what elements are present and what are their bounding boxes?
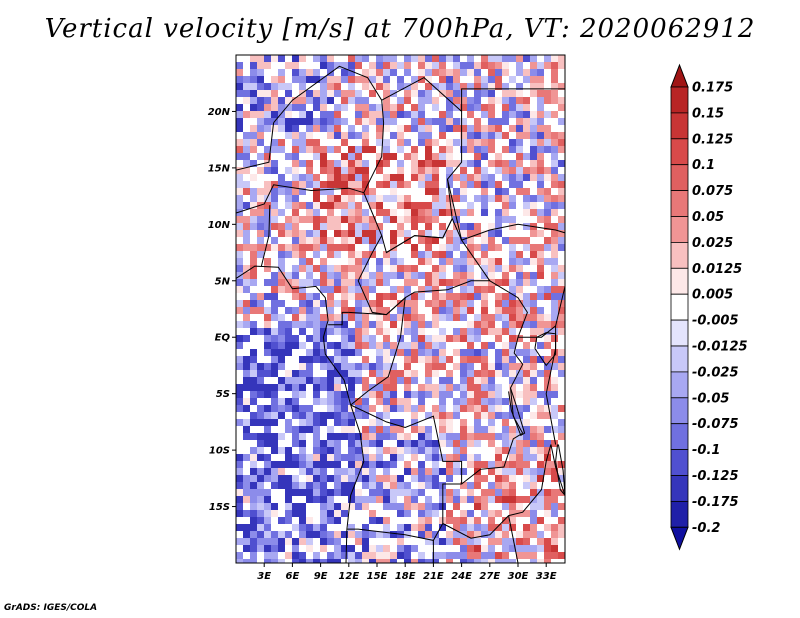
colorbar-label: -0.2 (692, 521, 720, 536)
colorbar-label: 0.0125 (692, 262, 742, 277)
grads-credit: GrADS: IGES/COLA (4, 603, 98, 613)
latitude-axis: 20N 15N 10N 5N EQ 5S 10S 15S (208, 107, 236, 513)
lon-tick-label: 9E (314, 571, 328, 582)
colorbar-top-arrow (670, 63, 689, 88)
lat-tick-label: 5S (216, 389, 230, 400)
colorbar-segment (670, 86, 689, 114)
border-line (461, 223, 565, 241)
colorbar-label: -0.0125 (692, 340, 748, 355)
colorbar-label: 0.05 (692, 210, 724, 225)
lon-tick-label: 27E (479, 571, 500, 582)
colorbar-segment (670, 164, 689, 191)
colorbar-segment (670, 138, 689, 166)
colorbar-segment (670, 190, 689, 217)
colorbar-label: -0.125 (692, 469, 739, 484)
lon-tick-label: 21E (423, 571, 444, 582)
colorbar-segment (670, 397, 689, 425)
border-line (386, 217, 491, 299)
lat-tick-label: 15N (208, 163, 231, 174)
lon-tick-label: 24E (451, 571, 472, 582)
colorbar-label: -0.175 (692, 495, 739, 510)
colorbar-segment (670, 423, 689, 451)
colorbar-segment (670, 475, 689, 502)
map-title: Vertical velocity [m/s] at 700hPa, VT: 2… (44, 14, 756, 44)
longitude-axis: 3E 6E 9E 12E 15E 18E 21E 24E 27E 30E 33E (257, 563, 557, 582)
lat-tick-label: EQ (215, 333, 231, 344)
lat-tick-label: 5N (215, 276, 231, 287)
lat-tick-label: 10N (208, 220, 231, 231)
lat-tick-label: 15S (209, 502, 230, 513)
lat-tick-label: 10S (209, 446, 230, 457)
border-line (461, 432, 523, 485)
colorbar-segment (670, 371, 689, 399)
colorbar-label: 0.005 (692, 288, 733, 303)
border-line (328, 311, 349, 326)
colorbar-segment (670, 112, 689, 140)
border-line (236, 265, 365, 563)
colorbar-label: 0.125 (692, 132, 733, 147)
colorbar-label: 0.025 (692, 236, 733, 251)
colorbar-segment (670, 293, 689, 321)
colorbar-segment (670, 319, 689, 347)
colorbar-label: 0.1 (692, 158, 715, 173)
colorbar: 0.175 0.15 0.125 0.1 0.075 0.05 0.025 0.0125 0.0… (670, 63, 748, 551)
border-line (518, 325, 556, 338)
border-line (534, 332, 557, 367)
vertical-velocity-field (236, 55, 565, 563)
colorbar-segment (670, 345, 689, 373)
colorbar-segment (670, 241, 689, 269)
colorbar-label: 0.175 (692, 81, 733, 96)
border-line (236, 122, 275, 171)
border-line (442, 444, 565, 539)
colorbar-label: -0.1 (692, 443, 720, 458)
border-line (447, 179, 463, 241)
border-line (489, 280, 528, 434)
lon-tick-label: 3E (257, 571, 271, 582)
border-line (508, 515, 519, 563)
colorbar-label: 0.075 (692, 184, 733, 199)
lon-tick-label: 33E (536, 571, 557, 582)
map-frame (235, 54, 566, 564)
lon-tick-label: 18E (395, 571, 416, 582)
colorbar-segment (670, 449, 689, 476)
lon-tick-label: 6E (286, 571, 300, 582)
colorbar-label: -0.025 (692, 365, 739, 380)
colorbar-segment (670, 216, 689, 243)
border-line (348, 296, 406, 406)
country-borders (236, 65, 565, 563)
lon-tick-label: 15E (367, 571, 388, 582)
border-line (236, 184, 364, 214)
lat-tick-label: 20N (208, 107, 231, 118)
colorbar-label: -0.05 (692, 391, 729, 406)
colorbar-bottom-arrow (670, 526, 689, 551)
colorbar-segment (670, 500, 689, 528)
lon-tick-label: 12E (338, 571, 359, 582)
lon-tick-label: 30E (508, 571, 529, 582)
colorbar-segment (670, 267, 689, 295)
colorbar-label: -0.075 (692, 417, 739, 432)
border-line (555, 444, 565, 497)
colorbar-label: -0.005 (692, 314, 739, 329)
colorbar-label: 0.15 (692, 106, 724, 121)
border-line (461, 88, 565, 112)
border-line (508, 387, 526, 437)
border-line (260, 205, 271, 267)
